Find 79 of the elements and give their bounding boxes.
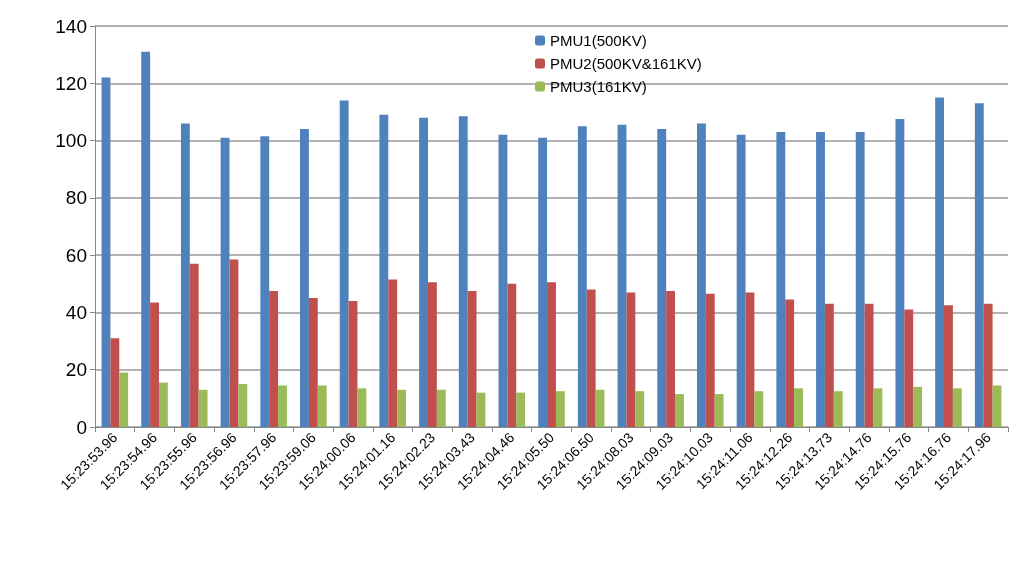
- bar: [586, 289, 596, 427]
- bar: [816, 131, 825, 427]
- bar: [419, 117, 428, 427]
- bar: [101, 77, 111, 427]
- bar: [785, 299, 795, 427]
- bar: [913, 386, 923, 427]
- bar: [180, 123, 190, 427]
- bar: [745, 292, 755, 427]
- bar: [555, 391, 565, 427]
- bar: [635, 391, 645, 427]
- bar: [379, 114, 389, 427]
- bar: [833, 391, 843, 427]
- y-tick-label: 40: [65, 301, 87, 323]
- bar: [150, 302, 159, 427]
- y-tick-label: 100: [55, 130, 87, 152]
- y-tick-label: 120: [55, 72, 87, 94]
- bar: [617, 124, 627, 427]
- y-tick-label: 60: [65, 244, 87, 266]
- bar: [666, 290, 676, 427]
- bar: [278, 385, 287, 427]
- bar: [895, 119, 905, 427]
- y-tick-label: 80: [65, 187, 87, 209]
- bar: [538, 137, 548, 427]
- bar: [189, 263, 199, 427]
- bar: [260, 136, 270, 427]
- legend-label: PMU3(161KV): [550, 78, 647, 95]
- bar: [198, 389, 208, 427]
- bar: [754, 391, 764, 427]
- bar: [626, 292, 636, 427]
- bar: [824, 303, 834, 427]
- bar: [935, 97, 945, 427]
- bar: [904, 309, 914, 427]
- bar: [141, 51, 151, 427]
- bar: [220, 137, 230, 427]
- bar: [864, 303, 874, 427]
- bar: [110, 338, 120, 427]
- bar: [339, 100, 349, 427]
- bar: [547, 282, 556, 427]
- bar: [577, 126, 587, 427]
- bar: [238, 384, 248, 427]
- bar: [507, 283, 517, 427]
- bar: [595, 389, 605, 427]
- bar: [269, 290, 279, 427]
- bar: [158, 382, 168, 427]
- bar: [119, 372, 129, 427]
- bar: [705, 293, 715, 427]
- bar: [397, 389, 407, 427]
- bar: [436, 389, 446, 427]
- y-tick-label: 0: [76, 416, 87, 438]
- y-tick-label: 20: [65, 359, 87, 381]
- bar: [983, 303, 993, 427]
- bar: [992, 385, 1002, 427]
- bar: [348, 300, 358, 427]
- bar: [229, 259, 239, 427]
- bar: [458, 116, 468, 427]
- bar: [714, 394, 724, 427]
- legend-label: PMU1(500KV): [550, 32, 647, 49]
- bar: [944, 305, 953, 427]
- bar: [776, 131, 786, 427]
- bar: [873, 388, 883, 427]
- bar: [952, 388, 962, 427]
- bar: [308, 298, 318, 427]
- bar: [657, 129, 667, 427]
- bar: [317, 385, 327, 427]
- bar: [300, 129, 309, 427]
- bar: [855, 131, 865, 427]
- bar: [427, 282, 437, 427]
- bar: [736, 134, 746, 427]
- legend-label: PMU2(500KV&161KV): [550, 55, 702, 72]
- bar: [974, 103, 984, 427]
- bar: [696, 123, 706, 427]
- y-tick-label: 140: [55, 15, 87, 37]
- bar: [357, 388, 367, 427]
- bar: [388, 279, 398, 427]
- bar: [467, 290, 477, 427]
- bar: [794, 388, 803, 427]
- bar: [675, 394, 684, 427]
- bar: [498, 134, 508, 427]
- bar: [516, 392, 526, 427]
